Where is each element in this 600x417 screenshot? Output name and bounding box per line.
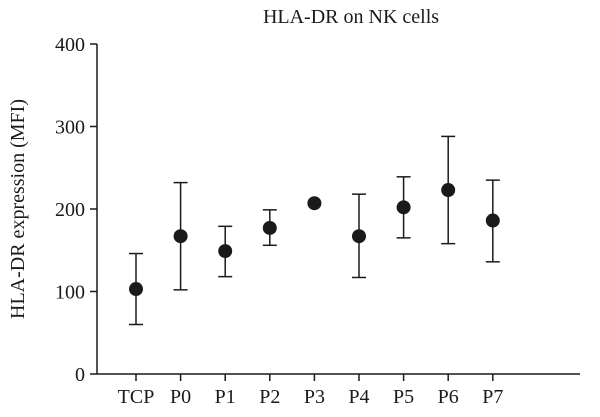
data-marks — [129, 135, 500, 326]
x-tick-label: P7 — [482, 386, 503, 408]
x-tick-label: TCP — [118, 386, 155, 408]
chart-title: HLA-DR on NK cells — [263, 6, 439, 28]
y-tick-label: 100 — [55, 282, 85, 304]
y-axis-label: HLA-DR expression (MFI) — [7, 99, 29, 319]
x-tick-label: P5 — [393, 386, 414, 408]
axes: 0 100 200 300 400 TCP P0 P1 P2 P3 P4 P5 P6 P7 — [55, 34, 580, 408]
data-point — [396, 200, 411, 215]
x-tick-label: P4 — [348, 386, 369, 408]
x-tick-label: P3 — [304, 386, 325, 408]
data-point — [307, 196, 322, 211]
data-point — [262, 220, 277, 235]
x-tick-label: P2 — [259, 386, 280, 408]
data-point — [129, 282, 143, 297]
y-tick-label: 200 — [55, 199, 85, 221]
x-tick-label: P0 — [170, 386, 191, 408]
data-point — [352, 229, 366, 244]
data-point — [218, 244, 233, 259]
x-tick-label: P6 — [438, 386, 459, 408]
x-tick-label: P1 — [215, 386, 236, 408]
data-point — [173, 229, 188, 244]
y-tick-label: 0 — [75, 364, 85, 386]
y-tick-label: 400 — [55, 34, 85, 56]
data-point — [441, 183, 456, 198]
y-tick-label: 300 — [55, 117, 85, 139]
data-point — [485, 213, 500, 228]
